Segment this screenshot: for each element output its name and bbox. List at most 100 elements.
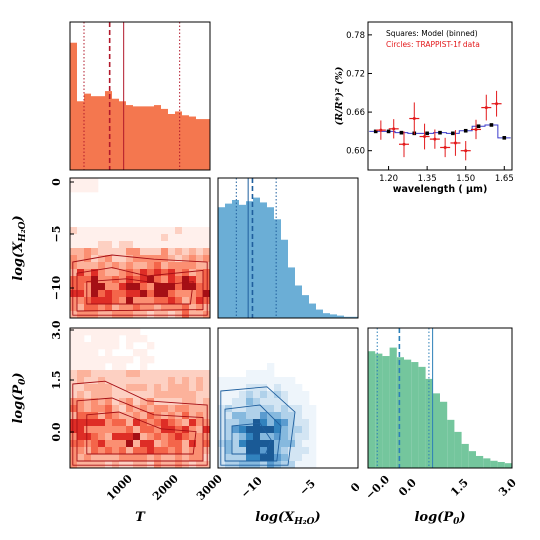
- density-cell: [239, 384, 247, 392]
- histogram-bar: [288, 267, 295, 318]
- density-cell: [189, 454, 197, 462]
- density-cell: [189, 262, 197, 270]
- density-cell: [203, 304, 210, 312]
- histogram-bar: [267, 207, 274, 318]
- density-cell: [91, 185, 99, 193]
- density-cell: [140, 412, 148, 420]
- density-cell: [126, 454, 134, 462]
- density-cell: [281, 391, 289, 399]
- density-cell: [218, 419, 226, 427]
- density-cell: [77, 370, 85, 378]
- data-point: [392, 127, 396, 131]
- density-cell: [84, 370, 92, 378]
- density-cell: [196, 248, 204, 256]
- density-cell: [232, 398, 240, 406]
- density-cell: [260, 426, 268, 434]
- density-cell: [182, 276, 190, 284]
- density-cell: [274, 384, 282, 392]
- density-cell: [147, 384, 155, 392]
- density-cell: [246, 454, 254, 462]
- density-cell: [309, 454, 317, 462]
- density-cell: [140, 349, 148, 357]
- density-cell: [77, 227, 85, 235]
- density-cell: [274, 377, 282, 385]
- density-cell: [295, 419, 303, 427]
- density-cell: [77, 276, 85, 284]
- density-cell: [91, 398, 99, 406]
- tick-label: −5: [297, 477, 318, 498]
- density-cell: [119, 255, 127, 263]
- density-cell: [196, 454, 204, 462]
- model-square: [386, 129, 391, 134]
- histogram-bar: [175, 111, 182, 170]
- density-cell: [126, 335, 134, 343]
- density-cell: [84, 405, 92, 413]
- tick-label: 1000: [104, 472, 135, 503]
- density-cell: [91, 276, 99, 284]
- density-cell: [203, 440, 210, 448]
- density-cell: [77, 377, 85, 385]
- histogram-bar: [389, 347, 397, 468]
- tick-label: 0.0: [396, 476, 419, 499]
- density-cell: [225, 454, 233, 462]
- model-square: [425, 131, 429, 136]
- density-cell: [91, 356, 99, 364]
- density-cell: [77, 405, 85, 413]
- density-cell: [140, 419, 148, 427]
- density-cell: [133, 433, 141, 441]
- density-cell: [126, 433, 134, 441]
- density-cell: [175, 461, 183, 468]
- density-cell: [182, 377, 190, 385]
- density-cell: [182, 255, 190, 263]
- density-cell: [218, 440, 226, 448]
- density-cell: [91, 227, 99, 235]
- density-cell: [309, 405, 317, 413]
- density-cell: [246, 433, 254, 441]
- density-cell: [309, 440, 317, 448]
- density-cell: [112, 370, 120, 378]
- density-cell: [119, 398, 127, 406]
- histogram-bar: [182, 115, 189, 170]
- inset-ytick-label: 0.66: [346, 108, 365, 118]
- density-cell: [98, 342, 106, 350]
- density-cell: [105, 342, 113, 350]
- density-cell: [253, 412, 261, 420]
- density-cell: [105, 370, 113, 378]
- density-cell: [267, 440, 275, 448]
- density-cell: [105, 304, 113, 312]
- density-cell: [295, 405, 303, 413]
- tick-label: 3.0: [496, 476, 519, 499]
- density-cell: [140, 363, 148, 371]
- density-cell: [133, 304, 141, 312]
- histogram-bar: [490, 460, 498, 468]
- density-cell: [154, 262, 162, 270]
- density-cell: [91, 178, 99, 186]
- density-cell: [70, 297, 78, 305]
- density-cell: [77, 255, 85, 263]
- density-cell: [84, 412, 92, 420]
- density-cell: [154, 391, 162, 399]
- density-cell: [105, 227, 113, 235]
- density-cell: [168, 241, 176, 249]
- density-cell: [147, 241, 155, 249]
- density-cell: [140, 262, 148, 270]
- density-cell: [126, 461, 134, 468]
- density-cell: [189, 276, 197, 284]
- density-cell: [196, 262, 204, 270]
- density-cell: [182, 248, 190, 256]
- density-cell: [140, 297, 148, 305]
- density-cell: [112, 398, 120, 406]
- density-cell: [140, 356, 148, 364]
- density-cell: [196, 426, 204, 434]
- density-cell: [70, 426, 78, 434]
- tick-label: −10: [50, 275, 63, 300]
- density-cell: [98, 461, 106, 468]
- density-cell: [140, 433, 148, 441]
- density-cell: [140, 234, 148, 242]
- density-cell: [70, 363, 78, 371]
- density-cell: [189, 461, 197, 468]
- density-cell: [154, 311, 162, 318]
- density-cell: [70, 342, 78, 350]
- density-cell: [91, 234, 99, 242]
- density-cell: [196, 311, 204, 318]
